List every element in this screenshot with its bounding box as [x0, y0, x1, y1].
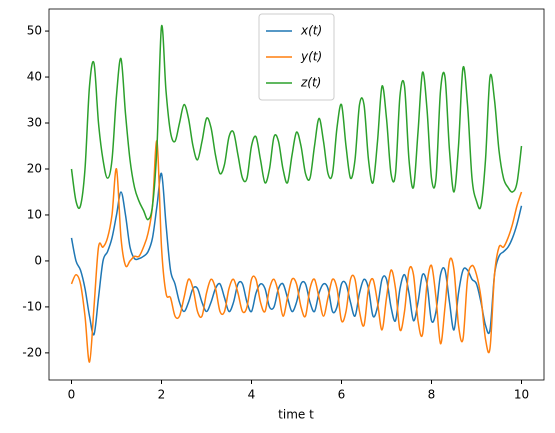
y-tick-label: 0	[34, 253, 42, 267]
x-tick-label: 4	[248, 388, 256, 402]
y-tick-label: 40	[27, 70, 42, 84]
y-tick-label: 10	[27, 207, 42, 221]
y-tick-label: -10	[22, 299, 42, 313]
line-series	[70, 24, 523, 221]
line-series	[70, 172, 523, 336]
y-tick-label: -20	[22, 345, 42, 359]
legend-label: x(t)	[300, 24, 322, 38]
y-tick-label: 50	[27, 24, 42, 38]
x-axis-label: time t	[278, 408, 314, 422]
x-tick-label: 2	[158, 388, 166, 402]
line-series	[70, 140, 523, 363]
x-tick-label: 8	[428, 388, 436, 402]
y-tick-label: 30	[27, 116, 42, 130]
x-tick-label: 10	[514, 388, 529, 402]
x-tick-label: 0	[68, 388, 76, 402]
legend-label: y(t)	[300, 50, 322, 64]
plot-frame	[48, 8, 545, 381]
y-tick-label: 20	[27, 161, 42, 175]
legend-box	[258, 13, 335, 101]
x-tick-label: 6	[338, 388, 346, 402]
legend-label: z(t)	[300, 76, 321, 90]
